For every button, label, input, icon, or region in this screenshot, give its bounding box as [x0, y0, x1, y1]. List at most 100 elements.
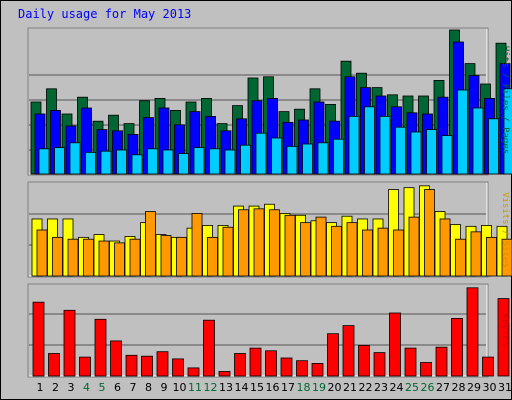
- visits-sites-bar-2-day-5: [98, 240, 110, 277]
- day-label-10: 10: [173, 381, 187, 394]
- day-label-12: 12: [204, 381, 218, 394]
- kbytes-bar-1-day-17: [280, 357, 293, 377]
- visits-sites-bar-2-day-25: [408, 216, 420, 277]
- visits-sites-bar-2-day-13: [222, 226, 234, 277]
- day-label-15: 15: [250, 381, 264, 394]
- day-label-17: 17: [281, 381, 295, 394]
- usage-bar-3-day-13: [224, 149, 236, 175]
- kbytes-bar-1-day-3: [63, 309, 76, 377]
- visits-sites-bar-2-day-22: [362, 229, 373, 277]
- usage-bar-3-day-25: [410, 131, 422, 175]
- day-label-31: 31: [498, 381, 512, 394]
- visits-sites-bar-2-day-31: [501, 238, 512, 277]
- visits-sites-bar-2-day-4: [83, 238, 94, 277]
- kbytes-bar-1-day-25: [404, 347, 417, 377]
- kbytes-bar-1-day-4: [79, 356, 91, 377]
- usage-bar-3-day-6: [116, 149, 127, 175]
- day-label-16: 16: [266, 381, 280, 394]
- usage-bar-3-day-17: [286, 145, 298, 175]
- visits-sites-bar-2-day-11: [191, 213, 203, 277]
- day-label-26: 26: [421, 381, 435, 394]
- visits-sites-bar-2-day-10: [176, 236, 187, 277]
- visits-sites-bar-2-day-29: [470, 231, 482, 277]
- day-label-1: 1: [37, 381, 44, 394]
- visits-sites-bar-2-day-26: [424, 189, 435, 277]
- visits-sites-bar-2-day-19: [315, 216, 327, 277]
- kbytes-bar-1-day-27: [435, 346, 448, 377]
- usage-bar-3-day-3: [69, 142, 81, 175]
- visits-sites-bar-2-day-15: [253, 208, 265, 277]
- day-label-13: 13: [219, 381, 233, 394]
- usage-bar-3-day-21: [348, 116, 360, 175]
- usage-bar-3-day-10: [178, 153, 189, 175]
- chart-title: Daily usage for May 2013: [18, 7, 192, 21]
- visits-sites-bar-2-day-27: [439, 218, 451, 277]
- visits-sites-bar-2-day-1: [36, 229, 48, 277]
- usage-bar-3-day-16: [271, 137, 282, 175]
- kbytes-bar-1-day-14: [234, 353, 246, 377]
- usage-bar-3-day-26: [426, 129, 437, 175]
- kbytes-bar-1-day-16: [265, 350, 277, 377]
- kbytes-bar-1-day-22: [358, 344, 370, 377]
- visits-sites-bar-2-day-12: [207, 236, 218, 277]
- kbytes-bar-1-day-20: [327, 333, 339, 377]
- kbytes-bar-1-day-7: [125, 354, 138, 377]
- usage-bar-3-day-22: [364, 106, 375, 175]
- day-label-25: 25: [405, 381, 419, 394]
- usage-bar-3-day-8: [147, 148, 158, 175]
- day-label-5: 5: [99, 381, 106, 394]
- day-label-20: 20: [328, 381, 342, 394]
- usage-bar-3-day-23: [379, 116, 391, 175]
- visits-sites-bar-2-day-7: [129, 238, 141, 277]
- kbytes-bar-1-day-26: [420, 362, 432, 377]
- visits-sites-bar-2-day-14: [238, 209, 249, 277]
- day-label-2: 2: [52, 381, 59, 394]
- visits-sites-bar-2-day-28: [455, 238, 466, 277]
- usage-bar-3-day-1: [38, 148, 50, 175]
- kbytes-bar-1-day-19: [311, 362, 324, 377]
- usage-bar-3-day-2: [54, 147, 65, 175]
- day-label-14: 14: [235, 381, 249, 394]
- kbytes-bar-1-day-15: [249, 347, 262, 377]
- day-label-8: 8: [145, 381, 152, 394]
- day-label-22: 22: [359, 381, 373, 394]
- usage-bar-3-day-31: [503, 88, 512, 175]
- visits-sites-bar-2-day-20: [331, 225, 342, 277]
- visits-sites-bar-2-day-3: [67, 238, 79, 277]
- visits-sites-bar-2-day-18: [300, 222, 311, 277]
- kbytes-bar-1-day-29: [466, 287, 479, 377]
- day-label-30: 30: [483, 381, 497, 394]
- visits-sites-bar-2-day-17: [284, 214, 296, 277]
- usage-bar-3-day-18: [302, 143, 313, 175]
- kbytes-bar-1-day-23: [373, 352, 386, 377]
- day-label-6: 6: [114, 381, 121, 394]
- day-label-19: 19: [312, 381, 326, 394]
- day-label-4: 4: [83, 381, 90, 394]
- kbytes-bar-1-day-21: [342, 325, 355, 377]
- day-label-18: 18: [297, 381, 311, 394]
- usage-bar-3-day-9: [162, 149, 174, 175]
- kbytes-bar-1-day-1: [32, 301, 45, 377]
- usage-bar-3-day-7: [131, 154, 143, 175]
- day-label-27: 27: [436, 381, 450, 394]
- visits-sites-bar-2-day-16: [269, 209, 280, 277]
- kbytes-bar-1-day-18: [296, 360, 308, 377]
- usage-bar-3-day-24: [395, 126, 406, 175]
- visits-sites-bar-2-day-6: [114, 242, 125, 277]
- day-label-7: 7: [130, 381, 137, 394]
- usage-bar-3-day-12: [209, 148, 220, 175]
- usage-bar-3-day-5: [100, 150, 112, 175]
- visits-sites-bar-2-day-8: [145, 211, 156, 277]
- kbytes-bar-1-day-2: [48, 353, 60, 377]
- kbytes-bar-1-day-30: [482, 356, 494, 377]
- day-label-23: 23: [374, 381, 388, 394]
- kbytes-bar-1-day-9: [156, 351, 169, 377]
- visits-sites-bar-2-day-24: [393, 229, 404, 277]
- day-label-29: 29: [467, 381, 481, 394]
- kbytes-bar-1-day-24: [389, 312, 401, 377]
- usage-bar-3-day-28: [457, 89, 468, 175]
- kbytes-bar-1-day-8: [141, 355, 153, 377]
- usage-bar-3-day-30: [488, 118, 499, 175]
- kbytes-bar-1-day-31: [497, 298, 510, 377]
